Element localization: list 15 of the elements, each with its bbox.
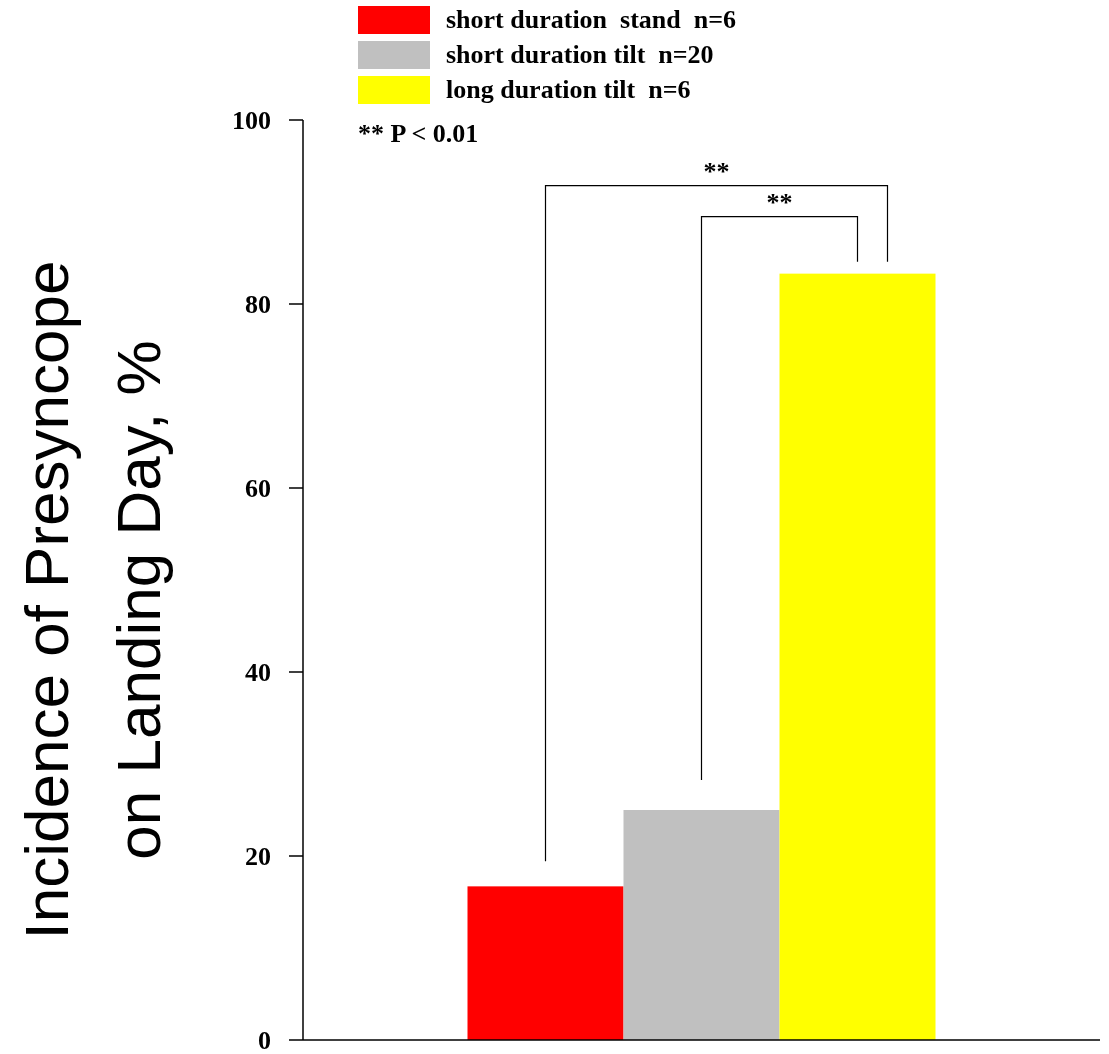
bar bbox=[623, 810, 780, 1040]
annotation: ** bbox=[703, 156, 730, 186]
y-tick-label: 60 bbox=[245, 474, 271, 504]
y-tick-label: 20 bbox=[245, 842, 271, 872]
legend-label: short duration stand n=6 bbox=[446, 5, 737, 34]
annotation: ** P < 0.01 bbox=[358, 119, 479, 148]
annotation: ** bbox=[766, 187, 793, 217]
y-axis-title: Incidence of Presyncope on Landing Day, % bbox=[12, 260, 173, 940]
legend-label: short duration tilt n=20 bbox=[446, 40, 714, 69]
legend-label: long duration tilt n=6 bbox=[446, 75, 691, 104]
y-tick-label: 80 bbox=[245, 290, 271, 320]
bar bbox=[467, 886, 624, 1040]
y-tick-label: 0 bbox=[258, 1026, 271, 1054]
y-tick-label: 40 bbox=[245, 658, 271, 688]
y-tick-label: 100 bbox=[232, 106, 271, 136]
